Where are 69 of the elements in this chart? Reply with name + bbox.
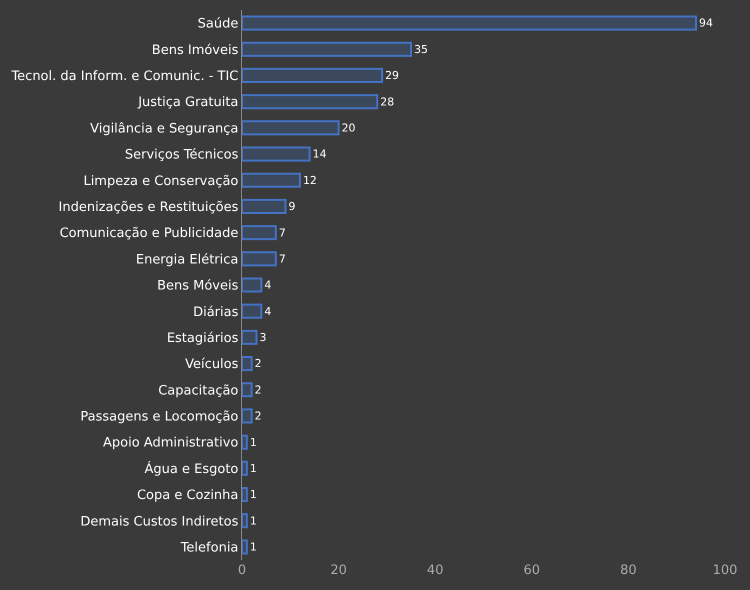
bar — [242, 251, 277, 266]
bar — [242, 408, 253, 424]
y-tick-label: Indenizações e Restituições — [58, 200, 239, 215]
bar — [242, 198, 286, 214]
x-tick-label: 20 — [330, 563, 347, 578]
x-tick-label: 60 — [524, 563, 540, 578]
bar — [242, 356, 253, 372]
y-tick-label: Copa e Cozinha — [136, 488, 238, 504]
bar — [242, 460, 248, 476]
bar — [242, 330, 258, 345]
bar — [242, 42, 412, 57]
bar — [242, 94, 378, 110]
data-label: 9 — [288, 200, 296, 214]
data-label: 1 — [250, 488, 257, 502]
bar — [242, 172, 301, 188]
bar — [242, 68, 384, 84]
data-label: 2 — [254, 383, 262, 396]
data-label: 1 — [250, 462, 257, 475]
bar — [242, 120, 340, 136]
y-tick-label: Água e Esgoto — [144, 460, 238, 477]
y-tick-label: Demais Custos Indiretos — [80, 514, 239, 530]
data-label: 29 — [385, 69, 400, 82]
y-tick-label: Energia Elétrica — [136, 252, 238, 268]
bar — [242, 486, 248, 502]
data-label: 2 — [254, 410, 262, 423]
x-tick-label: 40 — [426, 563, 444, 578]
bar — [242, 146, 311, 162]
data-label: 20 — [342, 121, 356, 134]
x-tick-label: 80 — [620, 563, 637, 578]
bar — [242, 225, 277, 240]
y-tick-label: Apoio Administrativo — [103, 436, 238, 451]
bar — [242, 513, 248, 528]
data-label: 28 — [380, 95, 394, 108]
data-label: 2 — [254, 357, 262, 370]
y-tick-label: Bens Móveis — [157, 278, 239, 294]
data-label: 94 — [699, 16, 713, 30]
y-tick-label: Tecnol. da Inform. e Comunic. - TIC — [10, 69, 238, 84]
y-tick-label: Comunicação e Publicidade — [60, 226, 238, 242]
y-tick-label: Passagens e Locomoção — [80, 410, 238, 424]
data-label: 14 — [312, 148, 327, 161]
bar — [242, 434, 248, 450]
y-tick-label: Bens Imóveis — [152, 42, 239, 58]
y-tick-label: Veículos — [185, 357, 239, 372]
y-tick-label: Capacitação — [158, 383, 238, 398]
y-tick-label: Diárias — [193, 304, 239, 320]
data-label: 35 — [414, 42, 428, 56]
bar — [242, 382, 253, 398]
data-label: 12 — [302, 174, 317, 187]
bar — [242, 16, 698, 31]
data-label: 4 — [264, 278, 272, 292]
y-tick-label: Vigilância e Segurança — [90, 121, 238, 136]
bar — [242, 539, 248, 554]
y-tick-label: Saúde — [198, 16, 238, 32]
bar — [242, 304, 262, 319]
x-tick-label: 100 — [712, 563, 738, 578]
data-label: 3 — [259, 331, 266, 344]
data-label: 7 — [278, 226, 286, 240]
y-tick-label: Telefonia — [180, 540, 238, 556]
x-tick-label: 0 — [238, 563, 246, 578]
data-label: 1 — [250, 540, 257, 554]
data-label: 4 — [264, 304, 272, 318]
y-tick-label: Limpeza e Conservação — [83, 174, 238, 189]
data-label: 1 — [250, 514, 257, 528]
y-tick-label: Justiça Gratuita — [137, 95, 238, 110]
data-label: 1 — [250, 436, 257, 449]
data-label: 7 — [278, 252, 286, 266]
bar — [242, 277, 262, 293]
y-tick-label: Serviços Técnicos — [124, 148, 239, 163]
y-tick-label: Estagiários — [166, 330, 239, 346]
